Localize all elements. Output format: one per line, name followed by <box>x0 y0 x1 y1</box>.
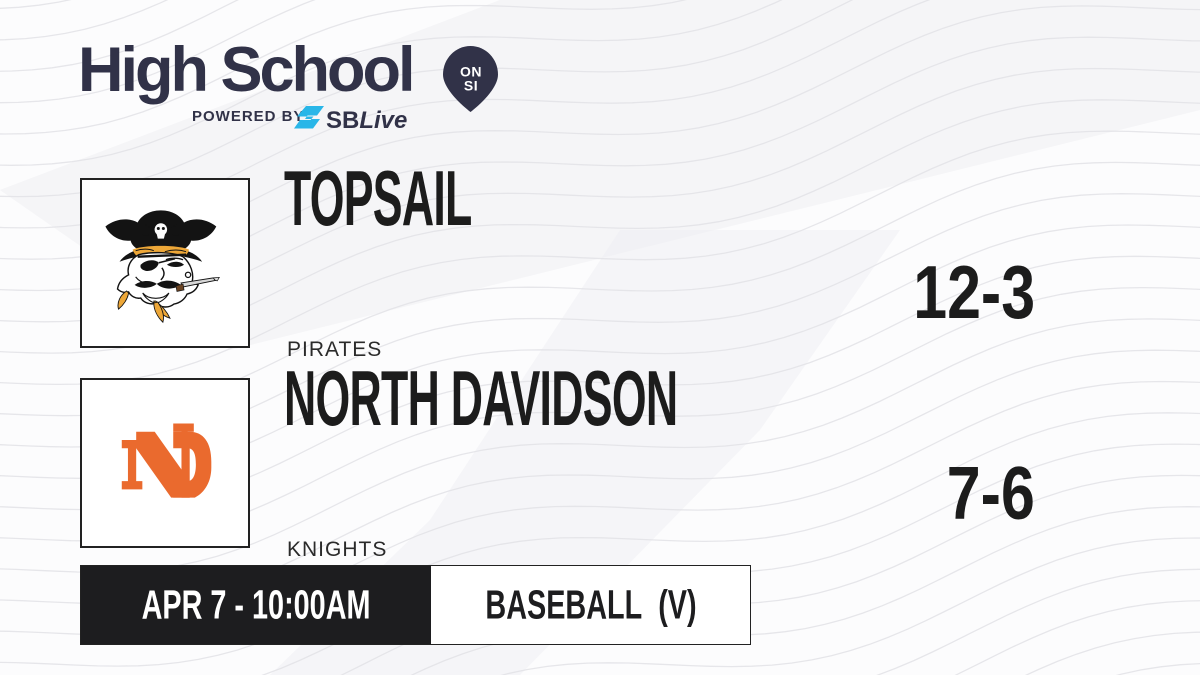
svg-text:SI: SI <box>464 78 478 94</box>
svg-text:SBLive: SBLive <box>326 107 407 134</box>
